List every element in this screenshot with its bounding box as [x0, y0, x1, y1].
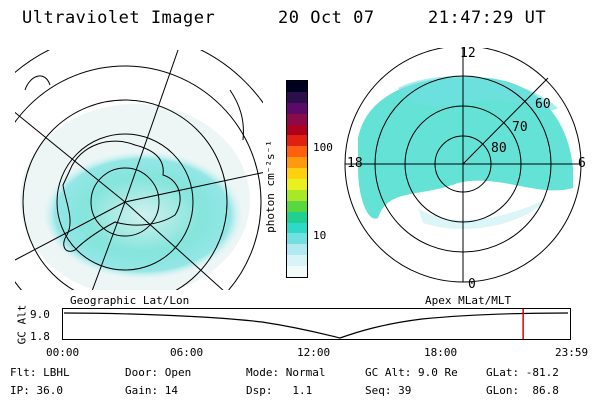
colorbar-swatch-2	[287, 102, 307, 114]
colorbar-swatch-3	[287, 113, 307, 125]
colorbar-swatch-1	[287, 91, 307, 103]
color-scale-bar	[286, 80, 308, 278]
colorbar-swatch-11	[287, 200, 307, 212]
mlt-polar-plot	[344, 48, 582, 283]
altitude-curve	[63, 312, 569, 339]
gc-alt-status: GC Alt: 9.0 Re	[365, 366, 458, 379]
seq-status: Seq: 39	[365, 384, 412, 397]
geographic-label: Geographic Lat/Lon	[70, 294, 190, 307]
alt-tick-1-8: 1.8	[30, 330, 50, 343]
ip-status: IP: 36.0	[10, 384, 63, 397]
apex-label: Apex MLat/MLT	[425, 294, 512, 307]
time-tick-2359: 23:59	[555, 346, 589, 359]
door-status: Door: Open	[125, 366, 192, 379]
colorbar-swatch-12	[287, 211, 307, 223]
colorbar-swatch-0	[287, 81, 307, 92]
gain-status: Gain: 14	[125, 384, 178, 397]
time-tick-1800: 18:00	[424, 346, 458, 359]
date-label: 20 Oct 07	[278, 8, 375, 28]
colorbar-swatch-8	[287, 168, 307, 180]
colorbar-swatch-17	[287, 266, 307, 278]
mlt-label-0: 0	[468, 277, 476, 292]
colorbar-swatch-9	[287, 179, 307, 190]
mlt-label-6: 6	[578, 156, 586, 171]
alt-axis-label: GC Alt	[15, 304, 29, 345]
alt-tick-9: 9.0	[30, 308, 50, 321]
colorbar-swatch-14	[287, 233, 307, 245]
time-label: 21:47:29 UT	[428, 8, 547, 28]
mode-status: Mode: Normal	[246, 366, 326, 379]
colorbar-swatch-5	[287, 135, 307, 147]
glat-status: GLat: -81.2	[486, 366, 559, 379]
aurora-oval	[40, 149, 246, 282]
dsp-status: Dsp: 1.1	[246, 384, 313, 397]
instrument-title: Ultraviolet Imager	[22, 8, 216, 28]
colorbar-tick-100: 100	[313, 141, 333, 154]
colorbar-units-label: photon cm⁻²s⁻¹	[263, 140, 277, 233]
mlat-label-80: 80	[491, 141, 507, 156]
colorbar-swatch-6	[287, 146, 307, 158]
glon-status: GLon: 86.8	[486, 384, 559, 397]
time-tick-1200: 12:00	[297, 346, 331, 359]
altitude-timeline	[62, 308, 571, 340]
colorbar-tick-10: 10	[313, 229, 327, 242]
continent-outline	[62, 140, 181, 252]
mlt-label-18: 18	[347, 156, 363, 171]
mlat-label-70: 70	[512, 120, 528, 135]
geographic-map	[15, 50, 263, 290]
colorbar-swatch-4	[287, 124, 307, 136]
filter-status: Flt: LBHL	[10, 366, 70, 379]
colorbar-swatch-16	[287, 255, 307, 267]
colorbar-swatch-13	[287, 222, 307, 234]
time-tick-0600: 06:00	[170, 346, 204, 359]
colorbar-swatch-7	[287, 157, 307, 169]
time-tick-0000: 00:00	[46, 346, 80, 359]
mlt-label-12: 12	[460, 46, 476, 61]
aurora-region	[358, 77, 573, 219]
mlat-label-60: 60	[535, 97, 551, 112]
colorbar-swatch-10	[287, 189, 307, 201]
colorbar-swatch-15	[287, 244, 307, 256]
